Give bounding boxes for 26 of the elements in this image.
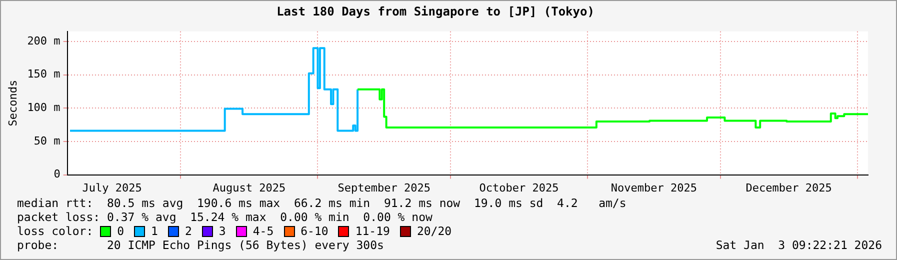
x-tick-label: September 2025 bbox=[338, 181, 430, 194]
x-tick-label: August 2025 bbox=[212, 181, 286, 194]
legend-label: 3 bbox=[218, 224, 226, 238]
legend-title: loss color: bbox=[17, 224, 94, 238]
legend-label: 20/20 bbox=[416, 224, 452, 238]
legend-label: 2 bbox=[184, 224, 192, 238]
text: probe: 20 ICMP Echo Pings (56 Bytes) every 300s bbox=[17, 238, 384, 252]
y-tick-label: 100 m bbox=[27, 100, 61, 114]
y-tick-label: 50 m bbox=[34, 134, 61, 148]
x-tick-label: November 2025 bbox=[610, 181, 697, 194]
text: packet loss: 0.37 % avg 15.24 % max 0.00 % min 0.00 % now bbox=[17, 210, 434, 224]
x-tick-label: July 2025 bbox=[82, 181, 142, 194]
legend-label: 4-5 bbox=[252, 224, 274, 238]
legend-label: 0 bbox=[117, 224, 124, 238]
y-tick-label: 0 bbox=[54, 168, 60, 181]
legend-label: 1 bbox=[151, 224, 158, 238]
chart-title: Last 180 Days from Singapore to [JP] (Tokyo) bbox=[276, 4, 594, 18]
legend-label: 6-10 bbox=[300, 224, 328, 238]
y-axis-title: Seconds bbox=[6, 80, 20, 126]
x-tick-label: December 2025 bbox=[746, 181, 832, 194]
text: median rtt: 80.5 ms avg 190.6 ms max 66.2 ms min 91.2 ms now 19.0 ms sd 4.2 am/s bbox=[17, 196, 628, 210]
y-tick-label: 150 m bbox=[27, 68, 61, 81]
legend-label: 11-19 bbox=[355, 224, 390, 238]
x-tick-label: October 2025 bbox=[479, 181, 559, 194]
text: Sat Jan 3 09:22:21 2026 bbox=[716, 238, 882, 252]
y-tick-label: 200 m bbox=[27, 34, 61, 48]
